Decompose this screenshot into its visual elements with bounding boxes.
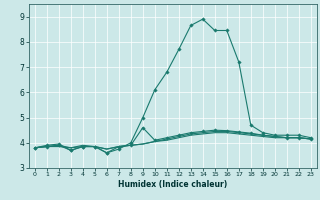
X-axis label: Humidex (Indice chaleur): Humidex (Indice chaleur) (118, 180, 228, 189)
